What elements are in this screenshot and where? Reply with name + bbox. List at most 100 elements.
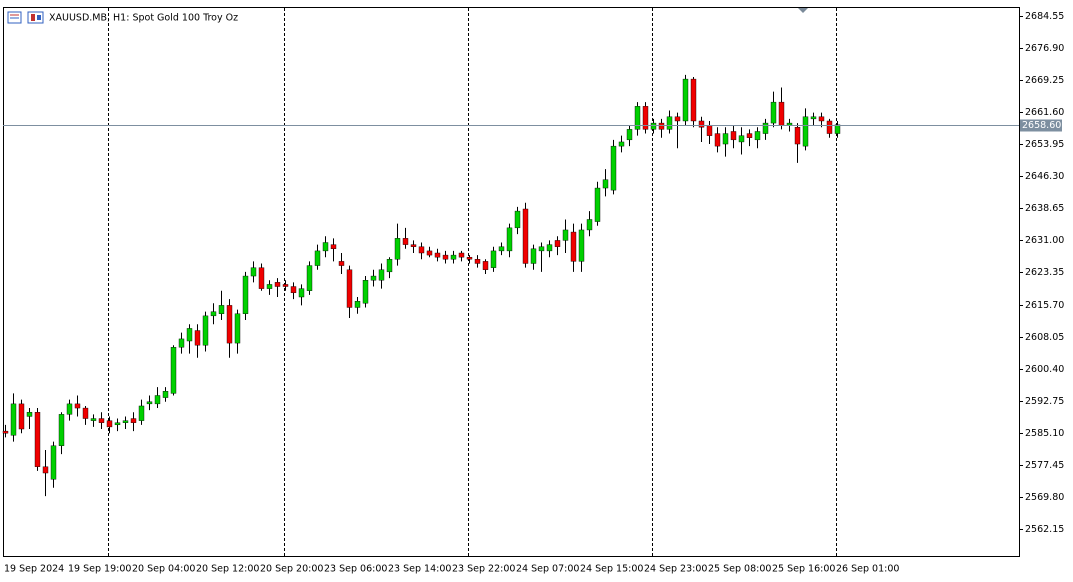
candle-body (634, 106, 641, 130)
candle-body (322, 242, 329, 252)
candle-body (690, 78, 697, 122)
candle-body (530, 248, 537, 264)
y-tick-label: 2562.15 (1025, 524, 1064, 535)
candle-body (650, 122, 657, 130)
candle-body (122, 420, 129, 423)
candle-body (738, 135, 745, 143)
candle-body (754, 131, 761, 141)
x-tick-label: 24 Sep 15:00 (580, 564, 643, 575)
candle-body (242, 275, 249, 314)
candle-body (18, 403, 25, 430)
candle-body (146, 401, 153, 405)
candle-body (826, 120, 833, 134)
candle-body (42, 466, 49, 474)
candle-body (522, 208, 529, 264)
candle-body (266, 284, 273, 289)
candle-body (378, 269, 385, 281)
x-tick-label: 19 Sep 2024 (4, 564, 64, 575)
candle-body (802, 116, 809, 147)
candle-body (290, 286, 297, 294)
candle-body (98, 418, 105, 423)
candle-body (402, 238, 409, 245)
y-tick-label: 2638.65 (1025, 203, 1064, 214)
candle-body (730, 131, 737, 141)
shift-marker (798, 8, 808, 13)
candle-body (2, 430, 9, 434)
candle-body (602, 179, 609, 189)
candle-body (618, 141, 625, 147)
candle-body (642, 106, 649, 130)
plot-frame (3, 7, 1020, 557)
x-tick-label: 23 Sep 22:00 (452, 564, 515, 575)
candle-body (418, 246, 425, 254)
candle-body (570, 231, 577, 262)
candle-body (818, 116, 825, 122)
candle-body (706, 124, 713, 136)
candle-body (226, 305, 233, 344)
candle-body (578, 229, 585, 262)
candle-body (466, 256, 473, 260)
candle-body (250, 267, 257, 277)
x-tick-label: 20 Sep 04:00 (132, 564, 195, 575)
x-tick-label: 23 Sep 06:00 (324, 564, 387, 575)
candle-body (210, 311, 217, 317)
candle-body (386, 259, 393, 273)
title-icons (7, 11, 44, 24)
candle-body (698, 120, 705, 128)
x-tick-label: 23 Sep 14:00 (388, 564, 451, 575)
candle-body (506, 227, 513, 252)
candle-body (394, 238, 401, 260)
candle-body (82, 407, 89, 419)
candle-body (594, 187, 601, 222)
x-tick-label: 25 Sep 08:00 (708, 564, 771, 575)
candle-body (10, 403, 17, 436)
candle-body (714, 133, 721, 147)
candle-body (458, 252, 465, 258)
candle-body (490, 250, 497, 268)
candle-body (794, 127, 801, 145)
candle-body (498, 246, 505, 252)
candle-body (674, 116, 681, 122)
candle-body (58, 414, 65, 446)
candle-body (202, 315, 209, 346)
candle-body (194, 330, 201, 346)
candle-body (362, 280, 369, 304)
last-price-box (1020, 119, 1062, 132)
candle-body (746, 133, 753, 138)
candle-body (186, 328, 193, 342)
candle-body (562, 229, 569, 241)
candle-body (26, 412, 33, 417)
y-tick-label: 2577.45 (1025, 460, 1064, 471)
candle-body (586, 219, 593, 231)
candle-body (306, 265, 313, 291)
y-tick-label: 2569.80 (1025, 492, 1064, 503)
candle-body (354, 300, 361, 308)
candle-body (50, 445, 57, 480)
y-tick-label: 2646.30 (1025, 171, 1064, 182)
day-separators (108, 8, 837, 556)
x-tick-label: 25 Sep 16:00 (772, 564, 835, 575)
candle-body (66, 403, 73, 415)
candle-body (298, 288, 305, 298)
x-tick-label: 24 Sep 23:00 (644, 564, 707, 575)
candle-body (34, 412, 41, 467)
y-tick-label: 2684.55 (1025, 11, 1064, 22)
candle-body (90, 418, 97, 421)
candle-body (442, 254, 449, 260)
candle-body (154, 395, 161, 405)
x-tick-label: 20 Sep 20:00 (260, 564, 323, 575)
candle-body (786, 122, 793, 126)
icon-bar (37, 15, 41, 20)
candle-body (546, 244, 553, 252)
x-tick-label: 24 Sep 07:00 (516, 564, 579, 575)
candle-body (234, 313, 241, 344)
candle-body (314, 250, 321, 266)
icon-bar (31, 14, 35, 21)
y-tick-label: 2615.70 (1025, 300, 1064, 311)
candle-body (778, 101, 785, 126)
y-tick-label: 2653.95 (1025, 139, 1064, 150)
candle-body (426, 250, 433, 256)
